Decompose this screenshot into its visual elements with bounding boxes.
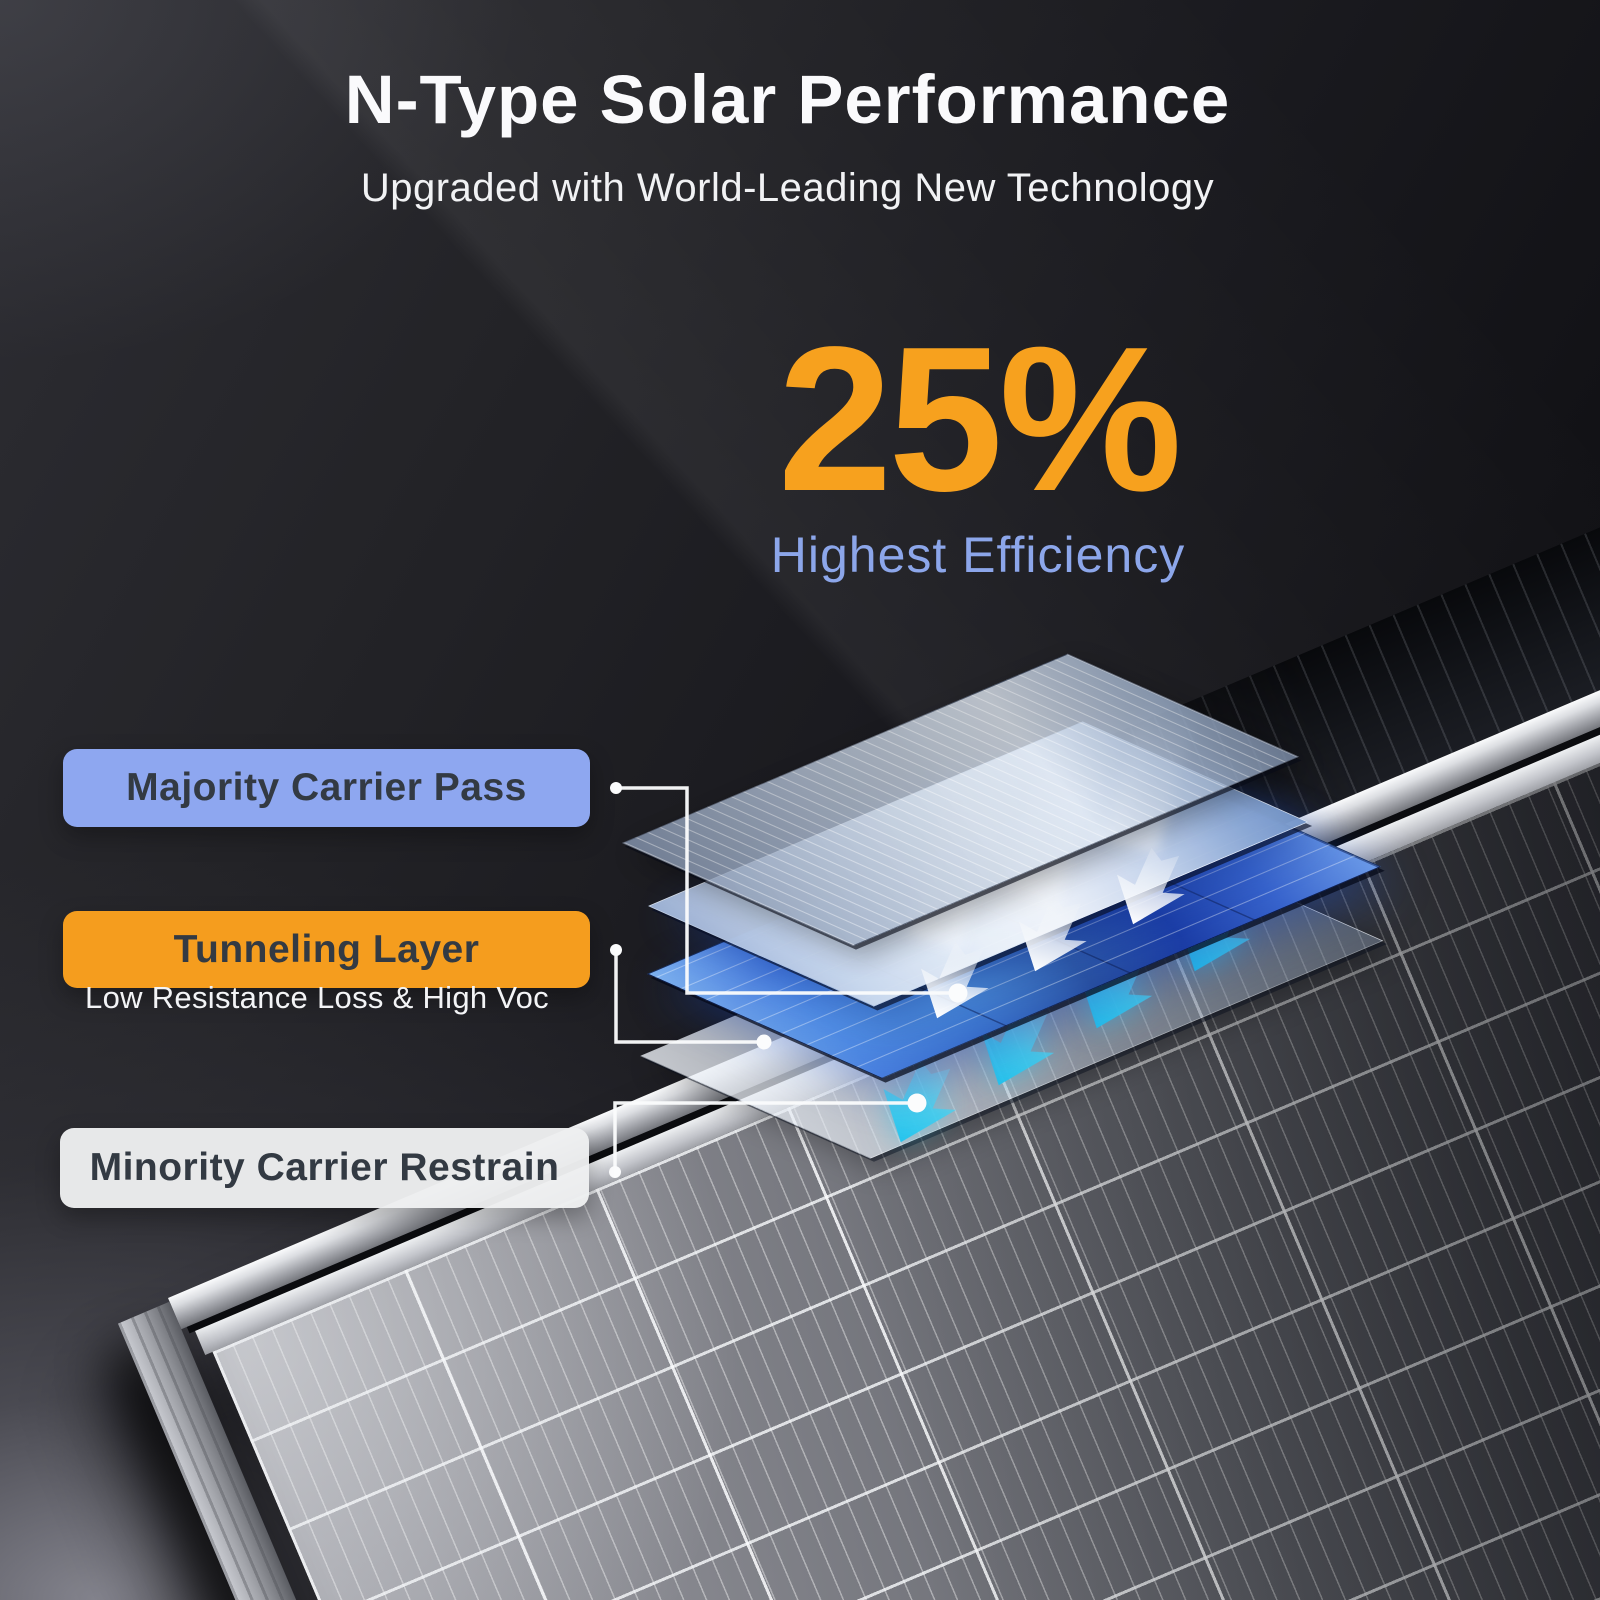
white-down-arrow-icon [1018,894,1087,972]
callout-tunneling-layer: Tunneling Layer [63,911,590,988]
stat-caption: Highest Efficiency [770,527,1186,583]
callout-minority-carrier-restrain: Minority Carrier Restrain [60,1128,589,1208]
page-subtitle: Upgraded with World-Leading New Technolo… [360,166,1215,210]
tunneling-layer-subcaption: Low Resistance Loss & High Voc [85,980,549,1015]
callout-dot [610,782,622,794]
stat-value: 25% [777,304,1182,534]
white-down-arrow-icon [920,941,989,1019]
callout-label: Minority Carrier Restrain [89,1146,560,1189]
callout-majority-carrier-pass: Majority Carrier Pass [63,749,590,827]
cyan-down-arrow-icon [981,1003,1055,1086]
callout-label: Tunneling Layer [173,927,480,971]
callout-label: Majority Carrier Pass [126,766,527,809]
page-title: N-Type Solar Performance [344,61,1231,138]
white-down-arrow-icon [1116,847,1185,925]
efficiency-stat: 25% Highest Efficiency [672,316,1284,584]
